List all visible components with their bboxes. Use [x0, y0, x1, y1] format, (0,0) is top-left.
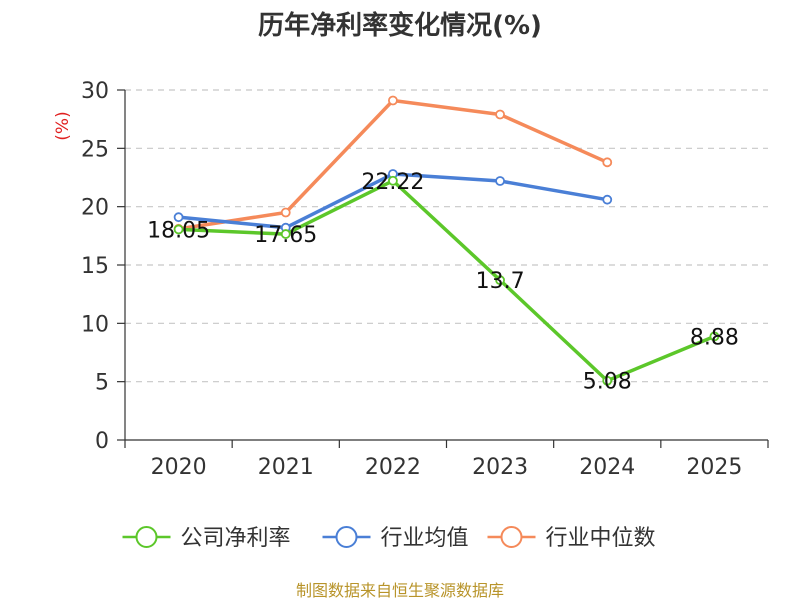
- series-line-2: [178, 98, 608, 231]
- axes: [117, 89, 769, 448]
- series-point-0: [173, 224, 184, 235]
- legend-label: 公司净利率: [181, 526, 291, 551]
- data-label: 13.7: [476, 269, 525, 294]
- y-tick-labels: 0 5 10 15 20 25 30: [81, 79, 109, 454]
- series-point-1: [602, 194, 613, 205]
- series-point-0: [602, 375, 613, 386]
- y-tick-label: 30: [81, 79, 109, 104]
- y-axis-unit: (%): [53, 111, 73, 140]
- series-point-0: [388, 175, 398, 186]
- series-line-0: [178, 179, 716, 383]
- chart-title: 历年净利率变化情况(%): [258, 10, 542, 41]
- data-labels: 18.05 17.65 22.22 13.7 5.08 8.88: [147, 170, 739, 395]
- series-point-2: [602, 157, 613, 168]
- y-tick-label: 15: [81, 254, 109, 279]
- data-label: 5.08: [583, 370, 632, 395]
- x-tick-label: 2022: [365, 455, 421, 480]
- data-label: 8.88: [690, 325, 739, 350]
- x-tick-labels: 2020 2021 2022 2023 2024 2025: [151, 455, 743, 480]
- x-tick-label: 2023: [472, 455, 528, 480]
- series-point-2: [280, 207, 291, 218]
- legend-marker: [335, 526, 358, 548]
- legend-item-1: 行业均值: [322, 526, 469, 551]
- gridlines: [125, 89, 768, 383]
- series-point-0: [280, 229, 291, 239]
- y-tick-label: 10: [81, 312, 109, 337]
- y-tick-label: 0: [95, 429, 109, 454]
- x-tick-label: 2024: [579, 455, 635, 480]
- data-label: 17.65: [254, 223, 317, 248]
- series-point-2: [495, 109, 505, 120]
- series-point-0: [709, 331, 720, 342]
- series-points: [173, 95, 720, 386]
- x-tick-label: 2020: [151, 455, 207, 480]
- legend-marker: [135, 526, 158, 548]
- legend: 公司净利率 行业均值 行业中位数: [122, 526, 656, 551]
- x-tick-label: 2025: [686, 455, 742, 480]
- legend-item-0: 公司净利率: [122, 526, 291, 551]
- data-label: 18.05: [147, 218, 210, 243]
- y-tick-label: 20: [81, 196, 109, 221]
- legend-item-2: 行业中位数: [487, 526, 656, 551]
- series-point-1: [173, 212, 184, 223]
- series-point-1: [495, 176, 505, 186]
- legend-marker: [500, 526, 523, 548]
- legend-label: 行业均值: [381, 526, 469, 551]
- x-tick-label: 2021: [258, 455, 314, 480]
- y-tick-label: 5: [95, 371, 109, 396]
- source-note: 制图数据来自恒生聚源数据库: [296, 581, 504, 600]
- series-point-2: [388, 95, 398, 106]
- y-tick-label: 25: [81, 137, 109, 162]
- data-label: 22.22: [361, 170, 424, 195]
- legend-label: 行业中位数: [546, 526, 656, 551]
- series-point-0: [495, 275, 505, 286]
